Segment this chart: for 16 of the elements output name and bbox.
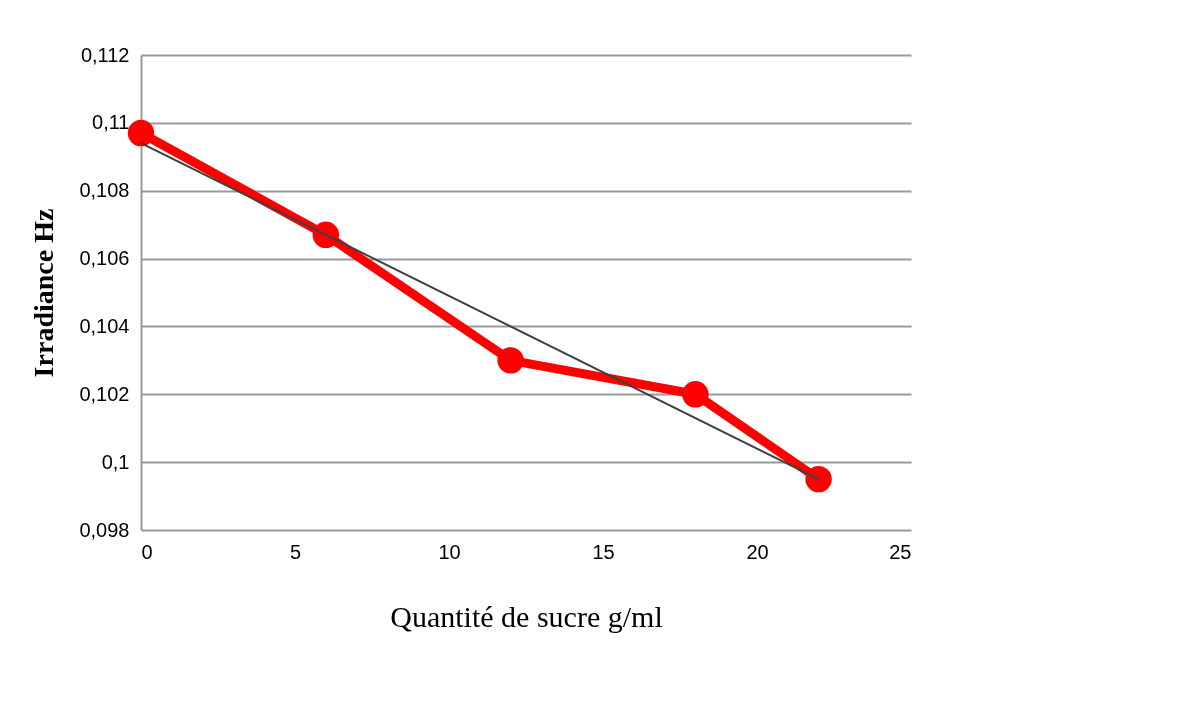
x-tick-label: 15 <box>592 540 615 563</box>
y-tick-label: 0,106 <box>79 247 130 270</box>
y-tick-label: 0,108 <box>79 179 130 202</box>
y-tick-label: 0,098 <box>79 518 130 541</box>
y-tick-label: 0,1 <box>101 450 130 473</box>
y-axis-title: Irradiance Hz <box>28 208 60 378</box>
x-tick-label: 10 <box>438 540 461 563</box>
x-tick-label: 20 <box>746 540 769 563</box>
x-tick-label: 25 <box>889 540 912 563</box>
y-tick-label: 0,104 <box>79 314 130 337</box>
y-tick-label: 0,102 <box>79 382 130 405</box>
y-tick-label: 0,11 <box>92 111 130 134</box>
x-axis-title: Quantité de sucre g/ml <box>390 599 663 633</box>
x-tick-label: 0 <box>141 540 153 563</box>
x-tick-label: 5 <box>289 540 302 563</box>
y-tick-label: 0,112 <box>80 43 130 66</box>
